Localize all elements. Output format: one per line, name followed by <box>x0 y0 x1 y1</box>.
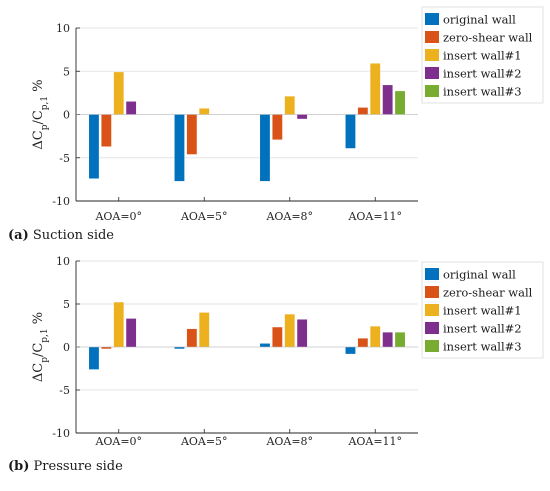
caption-a: (a) Suction side <box>8 228 114 243</box>
bar-original-wall-1 <box>89 347 99 370</box>
legend-label: zero-shear wall <box>443 31 533 45</box>
y-tick-label: 0 <box>63 341 70 354</box>
bar-insert-wall-1-3 <box>284 96 295 115</box>
legend-swatch <box>425 13 439 25</box>
bar-insert-wall-1-2 <box>199 312 210 347</box>
bar-original-wall-2 <box>174 114 185 182</box>
y-tick-label: 0 <box>63 109 70 122</box>
bar-insert-wall-3-4 <box>395 91 405 115</box>
x-tick-label: AOA=5° <box>180 435 228 448</box>
legend-label: original wall <box>443 268 516 282</box>
bar-insert-wall-1-1 <box>113 302 124 347</box>
y-axis-label-main: ΔC <box>31 130 46 149</box>
bar-zero-shear-wall-3 <box>272 114 283 140</box>
legend-label: insert wall#3 <box>443 340 522 354</box>
legend-swatch <box>425 340 439 352</box>
caption-b-letter: (b) <box>8 459 30 474</box>
y-axis-label-sub1: p <box>40 357 50 363</box>
y-axis-label-unit: % <box>31 79 46 96</box>
caption-a-text: Suction side <box>32 228 114 243</box>
legend-swatch <box>425 67 439 79</box>
y-tick-label: -10 <box>52 427 70 440</box>
y-tick-label: -10 <box>52 195 70 208</box>
bar-zero-shear-wall-1 <box>101 114 112 147</box>
bar-zero-shear-wall-2 <box>186 328 197 347</box>
y-axis-label-mid: /C <box>31 343 46 357</box>
y-tick-label: 10 <box>56 22 70 35</box>
bar-original-wall-4 <box>345 114 356 149</box>
legend-label: original wall <box>443 13 516 27</box>
legend-swatch <box>425 286 439 298</box>
legend-box <box>421 261 544 359</box>
x-tick-label: AOA=0° <box>94 210 142 223</box>
y-axis-label-mid: /C <box>31 110 46 124</box>
bar-zero-shear-wall-4 <box>357 338 368 347</box>
y-axis-label-unit: % <box>31 312 46 329</box>
bar-insert-wall-2-1 <box>126 318 137 347</box>
bar-zero-shear-wall-2 <box>186 114 197 155</box>
bar-zero-shear-wall-1 <box>101 347 112 349</box>
caption-b-text: Pressure side <box>33 459 123 474</box>
legend-box <box>421 6 544 104</box>
bar-original-wall-3 <box>260 114 270 182</box>
bar-insert-wall-2-1 <box>126 101 137 115</box>
y-tick-label: -5 <box>59 384 70 397</box>
legend-swatch <box>425 49 439 61</box>
legend-label: zero-shear wall <box>443 286 533 300</box>
caption-b: (b) Pressure side <box>8 459 123 474</box>
y-tick-label: -5 <box>59 152 70 165</box>
y-tick-label: 5 <box>63 65 70 78</box>
bar-zero-shear-wall-3 <box>272 327 283 347</box>
legend-label: insert wall#2 <box>443 322 522 336</box>
bar-insert-wall-1-4 <box>370 63 381 115</box>
bar-insert-wall-1-1 <box>113 72 124 115</box>
bar-insert-wall-2-3 <box>297 114 308 119</box>
legend-label: insert wall#3 <box>443 85 522 99</box>
y-axis-label-sub1: p <box>40 124 50 130</box>
legend-swatch <box>425 304 439 316</box>
x-tick-label: AOA=11° <box>347 210 402 223</box>
legend-swatch <box>425 322 439 334</box>
x-tick-label: AOA=8° <box>265 435 313 448</box>
y-axis-label-sub2: p,1 <box>40 96 50 110</box>
y-axis-label-sub2: p,1 <box>40 328 50 342</box>
chart-panel-a: -10 -5 0 5 10 AOA=0° AOA=5° AOA=8° AOA=11° ΔCp/Cp… <box>31 6 544 223</box>
x-tick-label: AOA=8° <box>265 210 313 223</box>
bar-original-wall-4 <box>345 347 356 354</box>
legend-swatch <box>425 31 439 43</box>
bar-insert-wall-2-3 <box>297 319 308 347</box>
y-tick-label: 10 <box>56 255 70 268</box>
bar-insert-wall-2-4 <box>382 85 393 115</box>
caption-a-letter: (a) <box>8 228 29 243</box>
bar-insert-wall-3-4 <box>395 332 405 347</box>
y-axis-label: ΔCp/Cp,1 % <box>31 312 50 382</box>
bar-zero-shear-wall-4 <box>357 107 368 115</box>
legend-label: insert wall#1 <box>443 304 522 318</box>
y-axis-label-main: ΔC <box>31 363 46 382</box>
bar-original-wall-1 <box>89 114 99 179</box>
x-tick-label: AOA=0° <box>94 435 142 448</box>
legend-b: original wall zero-shear wall insert wall#… <box>421 261 544 359</box>
y-tick-label: 5 <box>63 298 70 311</box>
legend-a: original wall zero-shear wall insert wall#… <box>421 6 544 104</box>
y-axis-label: ΔCp/Cp,1 % <box>31 79 50 149</box>
bar-insert-wall-1-3 <box>284 314 295 347</box>
bar-original-wall-3 <box>260 343 270 347</box>
legend-label: insert wall#2 <box>443 67 522 81</box>
bar-insert-wall-1-2 <box>199 108 210 115</box>
bar-original-wall-2 <box>174 347 185 349</box>
chart-panel-b: -10 -5 0 5 10 AOA=0° AOA=5° AOA=8° AOA=11° ΔCp/Cp… <box>31 255 544 448</box>
x-tick-label: AOA=5° <box>180 210 228 223</box>
x-tick-label: AOA=11° <box>347 435 402 448</box>
legend-swatch <box>425 268 439 280</box>
legend-label: insert wall#1 <box>443 49 522 63</box>
bar-insert-wall-2-4 <box>382 332 393 347</box>
legend-swatch <box>425 85 439 97</box>
bar-insert-wall-1-4 <box>370 326 381 347</box>
